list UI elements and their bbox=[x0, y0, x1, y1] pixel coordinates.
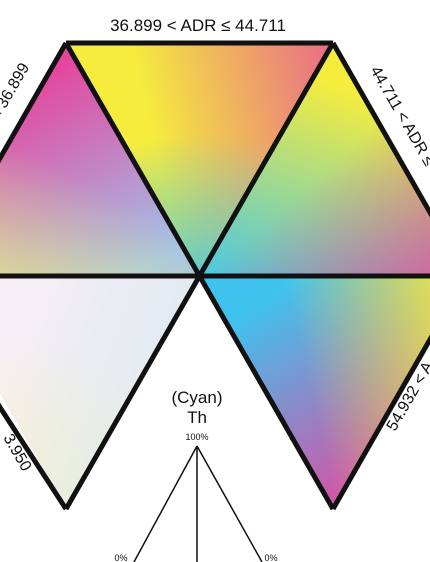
key-name-label: (Cyan) bbox=[171, 388, 222, 407]
key-variable-label: Th bbox=[187, 408, 207, 427]
hexagon-outline bbox=[0, 40, 430, 511]
key-left-percent: 0% bbox=[114, 553, 127, 562]
ternary-key: (Cyan) Th 100% 0% 0% bbox=[114, 388, 278, 562]
key-top-percent: 100% bbox=[185, 432, 208, 442]
top-range-label: 36.899 < ADR ≤ 44.711 bbox=[110, 16, 286, 35]
triangle-lower-right bbox=[200, 276, 430, 509]
key-triangle-lines bbox=[133, 445, 263, 562]
key-right-percent: 0% bbox=[264, 553, 277, 562]
